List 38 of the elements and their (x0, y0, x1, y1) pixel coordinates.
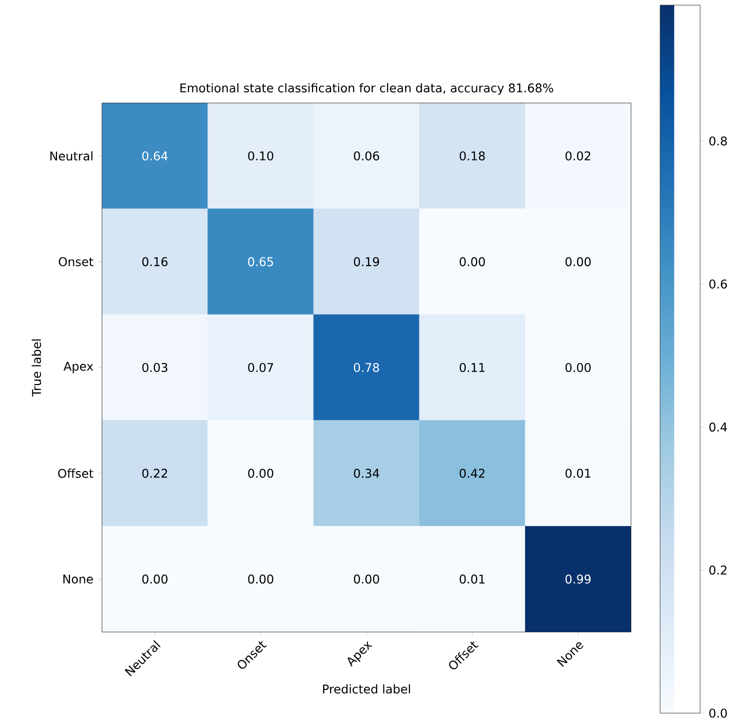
color-bar-label: 0.2 (709, 566, 726, 575)
data-label: 0.34 (354, 468, 380, 478)
data-label: 0.78 (354, 362, 380, 372)
data-label: 0.10 (248, 151, 274, 160)
data-label: 0.16 (142, 257, 168, 266)
data-label: 0.07 (248, 362, 274, 372)
data-label: 0.00 (460, 257, 485, 266)
y-tick-label: Neutral (50, 151, 92, 161)
data-label: 0.03 (142, 362, 168, 372)
data-label: 0.06 (354, 151, 380, 160)
data-label: 0.02 (566, 151, 590, 160)
data-label: 0.18 (460, 151, 485, 160)
color-bar-label: 0.8 (709, 136, 727, 146)
y-tick-label: Apex (64, 362, 94, 374)
data-label: 0.01 (566, 468, 590, 478)
y-tick-label: Onset (58, 257, 94, 266)
data-label: 0.22 (142, 468, 168, 478)
color-bar-label: 0.6 (709, 279, 727, 289)
data-label: 0.19 (354, 257, 380, 266)
data-label: 0.11 (460, 362, 485, 372)
data-label: 0.42 (460, 468, 484, 478)
data-label: 0.00 (566, 362, 591, 372)
data-label: 0.00 (142, 574, 168, 584)
y-tick-label: Offset (58, 468, 94, 478)
data-label: 0.00 (354, 574, 380, 584)
y-tick-label: None (63, 574, 93, 584)
data-label: 0.00 (566, 257, 591, 266)
y-axis-title: True label (32, 339, 42, 397)
color-bar-label: 0.4 (709, 422, 727, 432)
data-label: 0.99 (566, 574, 591, 584)
data-label: 0.00 (248, 574, 274, 584)
data-label: 0.00 (248, 468, 274, 478)
data-label: 0.65 (248, 257, 274, 266)
data-label: 0.64 (142, 151, 168, 160)
chart-title: Emotional state classification for clean data, accuracy 81.68% (180, 83, 554, 95)
x-axis-title: Predicted label (323, 684, 410, 694)
color-bar-label: 0.0 (709, 708, 727, 718)
data-label: 0.01 (460, 574, 485, 584)
